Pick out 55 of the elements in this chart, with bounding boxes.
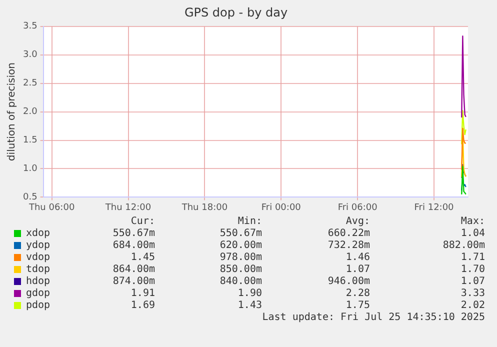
text: Last update: Fri Jul 25 14:35:10 2025 xyxy=(262,312,485,324)
text: 660.22m xyxy=(328,228,370,240)
text: 684.00m xyxy=(112,240,155,252)
text: 550.67m xyxy=(112,228,155,240)
y-axis-title: dilution of precision xyxy=(6,62,18,162)
x-tick-label: Thu 06:00 xyxy=(28,202,75,213)
text: 550.67m xyxy=(220,228,262,240)
text: Min: xyxy=(238,216,262,228)
text: 1.91 xyxy=(130,288,155,300)
text: 864.00m xyxy=(112,264,155,276)
legend-label: xdop xyxy=(26,228,50,240)
text: 1.43 xyxy=(238,300,262,312)
legend-label: gdop xyxy=(26,288,50,300)
x-tick-label: Fri 06:00 xyxy=(338,202,378,213)
text: 1.70 xyxy=(460,264,485,276)
legend-label: pdop xyxy=(26,300,50,312)
text: 1.71 xyxy=(460,252,485,264)
text: 2.02 xyxy=(460,300,485,312)
text: 620.00m xyxy=(220,240,262,252)
text: 1.07 xyxy=(460,276,485,288)
text: 1.45 xyxy=(130,252,155,264)
y-tick-label: 0.5 xyxy=(22,192,38,203)
y-tick-label: 3.0 xyxy=(22,50,38,60)
x-tick-label: Thu 18:00 xyxy=(180,202,228,213)
text: 840.00m xyxy=(220,276,262,288)
text: 1.04 xyxy=(460,228,485,240)
legend-label: vdop xyxy=(26,252,50,264)
text: 1.46 xyxy=(346,252,370,264)
text: 882.00m xyxy=(442,240,485,252)
legend-label: hdop xyxy=(26,276,50,288)
text: 1.69 xyxy=(130,300,155,312)
text: 946.00m xyxy=(328,276,370,288)
text: Max: xyxy=(460,216,485,228)
text: Avg: xyxy=(346,216,370,228)
y-tick-label: 3.5 xyxy=(22,22,38,32)
text: 1.90 xyxy=(238,288,262,300)
y-tick-label: 2.5 xyxy=(22,78,38,89)
chart-title: GPS dop - by day xyxy=(184,5,288,20)
text: 850.00m xyxy=(220,264,262,276)
y-tick-label: 1.5 xyxy=(22,136,38,146)
text: Cur: xyxy=(130,216,155,228)
y-tick-label: 2.0 xyxy=(22,107,38,118)
text: 732.28m xyxy=(328,240,370,252)
text: 874.00m xyxy=(112,276,155,288)
legend-label: ydop xyxy=(26,240,50,252)
x-tick-label: Fri 00:00 xyxy=(261,202,302,213)
text: 2.28 xyxy=(346,288,370,300)
text: 3.33 xyxy=(460,288,485,300)
text: 1.75 xyxy=(346,300,370,312)
text: 978.00m xyxy=(220,252,262,264)
x-tick-label: Fri 12:00 xyxy=(414,202,454,213)
legend-label: tdop xyxy=(26,264,50,276)
text: 1.07 xyxy=(346,264,370,276)
y-tick-label: 1.0 xyxy=(22,164,38,174)
x-tick-label: Thu 12:00 xyxy=(104,202,152,213)
